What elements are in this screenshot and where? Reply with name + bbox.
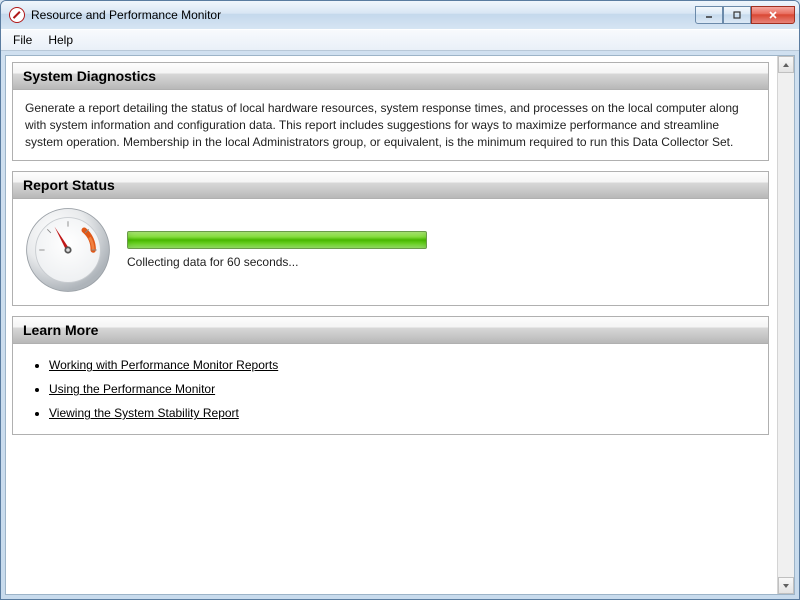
gauge-icon xyxy=(23,205,113,295)
content-wrap: System Diagnostics Generate a report det… xyxy=(5,55,795,595)
menu-file[interactable]: File xyxy=(5,31,40,49)
report-status-body: Collecting data for 60 seconds... xyxy=(13,199,768,305)
app-icon xyxy=(9,7,25,23)
diagnostics-header: System Diagnostics xyxy=(13,63,768,90)
learn-more-list: Working with Performance Monitor Reports… xyxy=(13,344,768,434)
diagnostics-panel: System Diagnostics Generate a report det… xyxy=(12,62,769,161)
link-perf-monitor[interactable]: Using the Performance Monitor xyxy=(49,382,215,396)
scroll-down-button[interactable] xyxy=(778,577,794,594)
menu-help[interactable]: Help xyxy=(40,31,81,49)
content-area: System Diagnostics Generate a report det… xyxy=(6,56,777,594)
menubar: File Help xyxy=(1,29,799,51)
learn-more-header: Learn More xyxy=(13,317,768,344)
maximize-button[interactable] xyxy=(723,6,751,24)
list-item: Viewing the System Stability Report xyxy=(49,406,768,420)
app-window: Resource and Performance Monitor File He… xyxy=(0,0,800,600)
list-item: Using the Performance Monitor xyxy=(49,382,768,396)
report-status-panel: Report Status xyxy=(12,171,769,306)
link-perf-reports[interactable]: Working with Performance Monitor Reports xyxy=(49,358,278,372)
learn-more-panel: Learn More Working with Performance Moni… xyxy=(12,316,769,435)
list-item: Working with Performance Monitor Reports xyxy=(49,358,768,372)
progress-bar xyxy=(127,231,427,249)
close-button[interactable] xyxy=(751,6,795,24)
link-stability-report[interactable]: Viewing the System Stability Report xyxy=(49,406,239,420)
vertical-scrollbar[interactable] xyxy=(777,56,794,594)
diagnostics-body: Generate a report detailing the status o… xyxy=(13,90,768,160)
progress-col: Collecting data for 60 seconds... xyxy=(127,231,427,269)
window-controls xyxy=(695,6,795,24)
scroll-up-button[interactable] xyxy=(778,56,794,73)
status-text: Collecting data for 60 seconds... xyxy=(127,255,427,269)
window-title: Resource and Performance Monitor xyxy=(31,8,695,22)
report-status-header: Report Status xyxy=(13,172,768,199)
titlebar[interactable]: Resource and Performance Monitor xyxy=(1,1,799,29)
minimize-button[interactable] xyxy=(695,6,723,24)
